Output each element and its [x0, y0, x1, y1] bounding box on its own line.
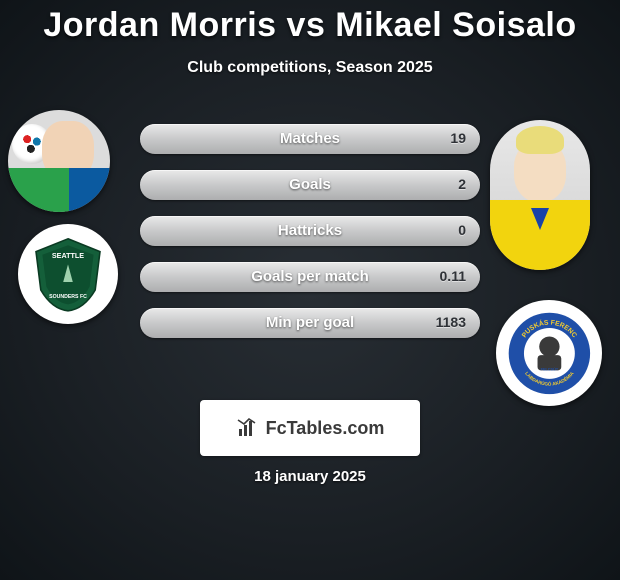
stat-row: Goals per match 0.11 [140, 262, 480, 292]
date-text: 18 january 2025 [0, 468, 620, 485]
stat-label: Matches [140, 130, 480, 147]
club-right-badge: PUSKÁS FERENC LABDARÚGÓ AKADÉMIA FELCSÚT [496, 300, 602, 406]
club-left-text-bottom: SOUNDERS FC [49, 294, 87, 300]
club-left-badge: SEATTLE SOUNDERS FC [18, 224, 118, 324]
stat-label: Min per goal [140, 314, 480, 331]
page-subtitle: Club competitions, Season 2025 [0, 59, 620, 77]
player-left-avatar [8, 110, 110, 212]
bar-chart-icon [236, 416, 260, 440]
player-right-avatar [490, 120, 590, 270]
stat-row: Goals 2 [140, 170, 480, 200]
stat-row: Matches 19 [140, 124, 480, 154]
brand-text: FcTables.com [266, 418, 385, 439]
stat-value-right: 1183 [436, 314, 466, 330]
stat-value-right: 19 [450, 130, 466, 146]
stat-value-right: 2 [458, 176, 466, 192]
stat-row: Hattricks 0 [140, 216, 480, 246]
stat-label: Goals per match [140, 268, 480, 285]
brand-box: FcTables.com [200, 400, 420, 456]
stat-value-right: 0 [458, 222, 466, 238]
stats-panel: Matches 19 Goals 2 Hattricks 0 Goals per… [140, 124, 480, 354]
stat-row: Min per goal 1183 [140, 308, 480, 338]
stat-label: Hattricks [140, 222, 480, 239]
stat-value-right: 0.11 [440, 268, 466, 284]
club-right-text-center: FELCSÚT [540, 366, 558, 371]
stat-label: Goals [140, 176, 480, 193]
club-left-text-top: SEATTLE [52, 251, 84, 260]
page-title: Jordan Morris vs Mikael Soisalo [0, 0, 620, 45]
